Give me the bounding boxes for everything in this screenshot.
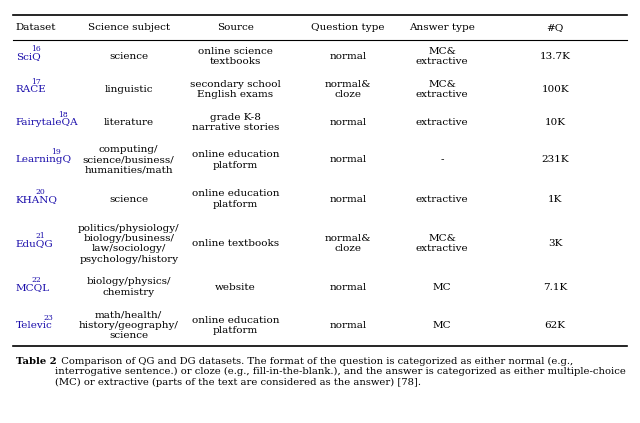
Text: 10K: 10K — [545, 118, 566, 127]
Text: secondary school
English exams: secondary school English exams — [190, 80, 281, 99]
Text: 18: 18 — [59, 111, 68, 119]
Text: 1K: 1K — [548, 195, 563, 204]
Text: 13.7K: 13.7K — [540, 52, 571, 61]
Text: 3K: 3K — [548, 239, 563, 248]
Text: science: science — [109, 195, 148, 204]
Text: 231K: 231K — [541, 155, 569, 165]
Text: EduQG: EduQG — [16, 239, 54, 248]
Text: MC&
extractive: MC& extractive — [416, 47, 468, 66]
Text: extractive: extractive — [416, 195, 468, 204]
Text: 17: 17 — [31, 78, 41, 86]
Text: 16: 16 — [31, 45, 41, 53]
Text: Dataset: Dataset — [16, 23, 56, 32]
Text: math/health/
history/geography/
science: math/health/ history/geography/ science — [79, 310, 179, 340]
Text: KHANQ: KHANQ — [16, 195, 58, 204]
Text: -: - — [440, 155, 444, 165]
Text: 23: 23 — [43, 314, 53, 322]
Text: normal: normal — [330, 283, 367, 291]
Text: normal&
cloze: normal& cloze — [325, 234, 371, 253]
Text: 20: 20 — [35, 188, 45, 196]
Text: MC: MC — [433, 321, 452, 330]
Text: science: science — [109, 52, 148, 61]
Text: computing/
science/business/
humanities/math: computing/ science/business/ humanities/… — [83, 145, 175, 175]
Text: politics/physiology/
biology/business/
law/sociology/
psychology/history: politics/physiology/ biology/business/ l… — [78, 224, 179, 264]
Text: #Q: #Q — [547, 23, 564, 32]
Text: 19: 19 — [51, 148, 61, 157]
Text: MC&
extractive: MC& extractive — [416, 80, 468, 99]
Text: Televic: Televic — [16, 321, 52, 330]
Text: biology/physics/
chemistry: biology/physics/ chemistry — [86, 277, 171, 297]
Text: online textbooks: online textbooks — [192, 239, 279, 248]
Text: online science
textbooks: online science textbooks — [198, 47, 273, 66]
Text: RACE: RACE — [16, 85, 47, 94]
Text: MC&
extractive: MC& extractive — [416, 234, 468, 253]
Text: online education
platform: online education platform — [191, 316, 279, 335]
Text: online education
platform: online education platform — [191, 150, 279, 170]
Text: 21: 21 — [35, 232, 45, 240]
Text: 7.1K: 7.1K — [543, 283, 567, 291]
Text: Answer type: Answer type — [410, 23, 476, 32]
Text: website: website — [215, 283, 256, 291]
Text: linguistic: linguistic — [104, 85, 153, 94]
Text: normal: normal — [330, 52, 367, 61]
Text: normal: normal — [330, 195, 367, 204]
Text: literature: literature — [104, 118, 154, 127]
Text: normal: normal — [330, 155, 367, 165]
Text: Science subject: Science subject — [88, 23, 170, 32]
Text: normal: normal — [330, 321, 367, 330]
Text: extractive: extractive — [416, 118, 468, 127]
Text: normal&
cloze: normal& cloze — [325, 80, 371, 99]
Text: 22: 22 — [31, 276, 41, 284]
Text: MCQL: MCQL — [16, 283, 50, 291]
Text: grade K-8
narrative stories: grade K-8 narrative stories — [191, 113, 279, 132]
Text: MC: MC — [433, 283, 452, 291]
Text: 100K: 100K — [541, 85, 569, 94]
Text: Question type: Question type — [312, 23, 385, 32]
Text: 62K: 62K — [545, 321, 566, 330]
Text: Comparison of QG and DG datasets. The format of the question is categorized as e: Comparison of QG and DG datasets. The fo… — [54, 357, 625, 387]
Text: SciQ: SciQ — [16, 52, 40, 61]
Text: LearningQ: LearningQ — [16, 155, 72, 165]
Text: Table 2: Table 2 — [16, 357, 56, 365]
Text: FairytaleQA: FairytaleQA — [16, 118, 79, 127]
Text: Source: Source — [217, 23, 254, 32]
Text: normal: normal — [330, 118, 367, 127]
Text: online education
platform: online education platform — [191, 190, 279, 209]
